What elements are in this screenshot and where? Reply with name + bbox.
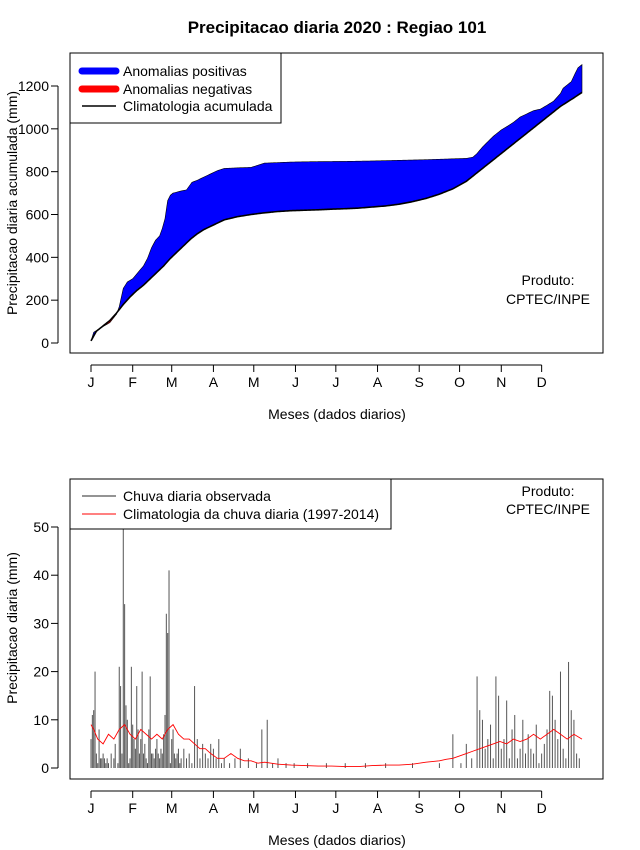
bottom-legend-box [69, 478, 392, 530]
top-y-tick-label: 600 [26, 207, 50, 223]
top-y-tick-label: 0 [41, 335, 49, 351]
bottom-y-tick-label: 50 [33, 519, 49, 535]
bottom-y-tick-label: 40 [33, 567, 49, 583]
bottom-product-source: CPTEC/INPE [506, 501, 590, 517]
bottom-y-axis-label: Precipitacao diaria (mm) [4, 552, 20, 704]
bottom-x-tick-label: F [128, 800, 137, 816]
cumulative-panel: 0 200 400 600 800 1000 1200 J F M A M J J A S O N D Preci… [4, 52, 604, 422]
top-plot-frame [69, 52, 604, 354]
figure-title: Precipitacao diaria 2020 : Regiao 101 [188, 18, 487, 37]
top-x-tick-label: J [292, 374, 299, 390]
bottom-y-tick-label: 0 [41, 760, 49, 776]
top-x-tick-label: F [128, 374, 137, 390]
top-legend: Anomalias positivas Anomalias negativas … [69, 52, 282, 124]
bottom-x-tick-label: N [496, 800, 506, 816]
bottom-x-tick-label: D [537, 800, 547, 816]
legend-label-climatology: Climatologia acumulada [123, 98, 273, 114]
bottom-x-tick-label: A [209, 800, 219, 816]
bottom-x-tick-label: A [373, 800, 383, 816]
daily-climatology-curve [90, 723, 583, 767]
top-y-tick-label: 400 [26, 249, 50, 265]
top-x-tick-label: M [248, 374, 260, 390]
top-x-tick-label: A [373, 374, 383, 390]
bottom-x-tick-label: J [292, 800, 299, 816]
climatology-cumulative-line [90, 91, 583, 342]
bottom-y-axis: 0 10 20 30 40 50 [33, 519, 59, 776]
top-x-tick-label: O [454, 374, 465, 390]
bottom-legend: Chuva diaria observada Climatologia da c… [69, 478, 392, 530]
daily-panel: 0 10 20 30 40 50 J F M A M J J A S O N D Precipitacao di… [4, 478, 604, 848]
daily-rain-bars [90, 527, 580, 768]
top-product-source: CPTEC/INPE [506, 291, 590, 307]
bottom-product-label: Produto: [522, 483, 575, 499]
bottom-y-tick-label: 20 [33, 664, 49, 680]
bottom-y-tick-label: 30 [33, 615, 49, 631]
top-product-label: Produto: [522, 272, 575, 288]
top-y-tick-label: 800 [26, 164, 50, 180]
top-y-tick-label: 1200 [18, 78, 49, 94]
legend-label-negative: Anomalias negativas [123, 81, 252, 97]
daily-climatology-line [90, 723, 583, 767]
top-x-tick-label: M [166, 374, 178, 390]
top-y-tick-label: 1000 [18, 121, 49, 137]
bottom-x-tick-label: M [248, 800, 260, 816]
top-climatology-line [90, 91, 583, 342]
bottom-x-tick-label: S [415, 800, 424, 816]
top-y-axis-label: Precipitacao diaria acumulada (mm) [4, 91, 20, 315]
bottom-x-tick-label: M [166, 800, 178, 816]
top-x-tick-label: J [332, 374, 339, 390]
top-y-axis: 0 200 400 600 800 1000 1200 [18, 78, 59, 351]
bottom-x-axis-label: Meses (dados diarios) [268, 832, 406, 848]
legend-label-positive: Anomalias positivas [123, 63, 247, 79]
top-x-tick-label: A [209, 374, 219, 390]
legend-label-clim-daily: Climatologia da chuva diaria (1997-2014) [123, 506, 379, 522]
legend-label-observed: Chuva diaria observada [123, 488, 271, 504]
bottom-y-tick-label: 10 [33, 712, 49, 728]
top-x-tick-label: J [88, 374, 95, 390]
top-x-tick-label: D [537, 374, 547, 390]
bottom-x-tick-label: O [454, 800, 465, 816]
top-x-tick-label: S [415, 374, 424, 390]
bottom-x-tick-label: J [88, 800, 95, 816]
top-x-tick-label: N [496, 374, 506, 390]
top-x-axis-label: Meses (dados diarios) [268, 406, 406, 422]
top-y-tick-label: 200 [26, 292, 50, 308]
bottom-x-tick-label: J [332, 800, 339, 816]
